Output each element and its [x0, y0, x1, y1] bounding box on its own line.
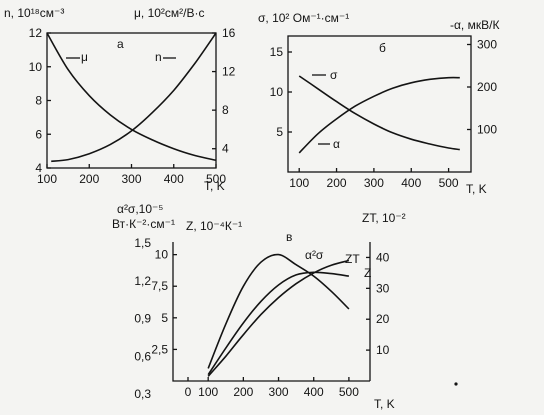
panel-b-left-y-tick-label: 5 — [276, 125, 283, 139]
panel-a-right-y-tick-label: 16 — [222, 26, 236, 40]
panel-c-outer-y-tick-label: 0,6 — [134, 349, 151, 363]
panel-b-series-line — [298, 76, 460, 154]
panel-c-right-y-tick-label: 30 — [376, 281, 390, 295]
panel-b-x-tick-label: 200 — [327, 176, 347, 190]
panel-c-outer-y-tick-label: 1,5 — [134, 236, 151, 250]
panel-c-series-line — [207, 271, 350, 376]
panel-a-left-axis-label: n, 10¹⁸см⁻³ — [4, 6, 64, 20]
panel-a-x-tick-label: 200 — [79, 172, 99, 186]
panel-c: α²σ,10⁻⁵ Вт·К⁻²·см⁻¹ Z, 10⁻⁴К⁻¹ ZT, 10⁻²… — [112, 202, 406, 411]
panel-b-left-axis-label: σ, 10² Ом⁻¹·см⁻¹ — [258, 11, 349, 25]
panel-c-outer-axis-label-line2: Вт·К⁻²·см⁻¹ — [112, 217, 175, 231]
panel-b-x-tick-label: 100 — [289, 176, 309, 190]
panel-a-series-line — [51, 32, 217, 163]
panel-b-right-axis-label: -α, мкВ/К — [450, 18, 499, 32]
panel-c-x-tick-label: 0 — [185, 385, 192, 399]
panel-c-x-tick-label: 500 — [339, 385, 359, 399]
panel-a: n, 10¹⁸см⁻³ μ, 10²см²/В·с а T, K 100 200 3… — [4, 6, 236, 193]
panel-c-x-tick-label: 300 — [269, 385, 289, 399]
panel-a-right-y-tick-label: 12 — [222, 65, 236, 79]
panel-c-left-y-tick-label: 2,5 — [151, 342, 168, 356]
panel-a-x-tick-label: 400 — [164, 172, 184, 186]
panel-a-series-line — [46, 32, 217, 162]
panel-a-x-tick-label: 500 — [206, 172, 226, 186]
panel-c-outer-y-tick-label: 1,2 — [134, 274, 151, 288]
panel-c-left-y-tick-label: 10 — [155, 248, 169, 262]
panel-a-left-y-tick-label: 10 — [29, 60, 43, 74]
panel-b-x-axis-label: T, K — [466, 182, 487, 196]
panel-b-series-line — [298, 75, 460, 151]
panel-b-right-y-tick-label: 100 — [477, 123, 497, 137]
panel-a-left-y-tick-label: 4 — [35, 161, 42, 175]
panel-a-left-y-tick-label: 8 — [35, 94, 42, 108]
panel-b: σ, 10² Ом⁻¹·см⁻¹ -α, мкВ/К б T, K 100 200… — [258, 11, 499, 196]
panel-b-left-y-tick-label: 15 — [270, 45, 284, 59]
panel-b-x-tick-label: 400 — [401, 176, 421, 190]
panel-c-x-tick-label: 400 — [304, 385, 324, 399]
series-label-mu: μ — [81, 50, 88, 64]
panel-b-frame — [287, 35, 472, 173]
series-label-zt: ZT — [345, 252, 360, 266]
panel-c-axes — [172, 242, 370, 382]
panel-c-outer-y-tick-label: 0,3 — [134, 387, 151, 401]
panel-a-x-tick-label: 100 — [37, 172, 57, 186]
series-label-sigma: σ — [330, 68, 338, 82]
panel-b-x-tick-label: 300 — [364, 176, 384, 190]
panel-a-right-axis-label: μ, 10²см²/В·с — [134, 6, 205, 20]
panel-a-frame — [46, 32, 217, 169]
panel-b-right-y-tick-label: 300 — [477, 38, 497, 52]
panel-b-x-tick-label: 500 — [439, 176, 459, 190]
panel-c-right-y-tick-label: 20 — [376, 312, 390, 326]
panel-c-left-y-tick-label: 5 — [161, 311, 168, 325]
decorative-dot — [454, 382, 458, 386]
panel-c-series-line — [207, 259, 350, 377]
series-label-alpha: α — [333, 137, 340, 151]
panel-a-left-y-tick-label: 6 — [35, 127, 42, 141]
panel-a-letter: а — [117, 37, 124, 51]
panel-c-x-tick-label: 200 — [233, 385, 253, 399]
panel-c-x-tick-label: 100 — [198, 385, 218, 399]
panel-c-left-axis-label: Z, 10⁻⁴К⁻¹ — [186, 219, 242, 233]
panel-c-outer-y-tick-label: 0,9 — [134, 312, 151, 326]
series-label-z: Z — [364, 266, 371, 280]
panel-c-right-y-tick-label: 40 — [376, 250, 390, 264]
series-label-alpha2sigma: α²σ — [305, 248, 324, 262]
panel-a-right-y-tick-label: 8 — [222, 103, 229, 117]
panel-c-series-line — [207, 253, 350, 369]
panel-b-letter: б — [379, 41, 386, 55]
panel-a-right-y-tick-label: 4 — [222, 142, 229, 156]
panel-c-right-y-tick-label: 10 — [376, 343, 390, 357]
series-label-n: n — [155, 50, 162, 64]
panel-a-x-axis-label: T, K — [204, 179, 225, 193]
panel-c-letter: в — [286, 230, 292, 244]
panel-b-right-y-tick-label: 200 — [477, 80, 497, 94]
panel-c-outer-axis-label-line1: α²σ,10⁻⁵ — [117, 202, 163, 216]
panel-b-left-y-tick-label: 10 — [270, 85, 284, 99]
panel-c-x-axis-label: T, K — [374, 397, 395, 411]
panel-c-left-y-tick-label: 7,5 — [151, 279, 168, 293]
panel-a-x-tick-label: 300 — [121, 172, 141, 186]
panel-c-right-axis-label: ZT, 10⁻² — [362, 211, 406, 225]
panel-a-left-y-tick-label: 12 — [29, 26, 43, 40]
